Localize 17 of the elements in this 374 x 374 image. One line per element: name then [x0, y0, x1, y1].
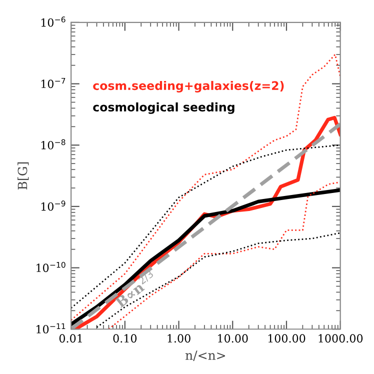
- x-tick-label: 10.00: [218, 334, 248, 343]
- text: cosm.seeding+galaxies(z=2): [93, 80, 284, 92]
- x-tick-label: 1.00: [168, 334, 190, 343]
- y-axis-title: B[G]: [18, 162, 29, 190]
- y-tick-label: 10$^{−8}$: [41, 139, 66, 150]
- line-series: [71, 188, 340, 326]
- x-tick-label: 0.01: [59, 334, 82, 343]
- x-axis-title: n/<n>: [186, 350, 226, 361]
- y-tick-label: 10$^{−9}$: [41, 200, 66, 211]
- y-tick-label: 10$^{−11}$: [36, 323, 66, 334]
- y-tick-label: 10$^{−7}$: [41, 78, 66, 88]
- x-tick-label: 0.10: [113, 334, 137, 343]
- y-tick-label: 10$^{−10}$: [36, 262, 66, 272]
- text: cosmological seeding: [93, 102, 234, 114]
- x-tick-label: 100.00: [268, 334, 306, 343]
- y-tick-label: 10$^{−6}$: [41, 16, 66, 27]
- x-tick-label: 1000.00: [318, 334, 363, 343]
